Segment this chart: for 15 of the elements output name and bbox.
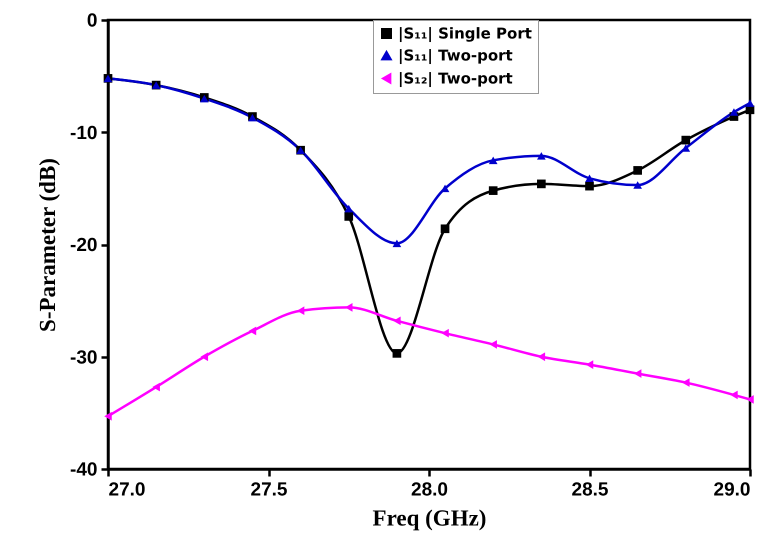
x-tick-label: 29.0 xyxy=(714,480,750,500)
x-tick-label: 28.0 xyxy=(411,480,448,500)
y-tick-label: -10 xyxy=(70,122,98,144)
x-tick-label: 27.0 xyxy=(108,480,146,500)
y-tick-label: -40 xyxy=(70,460,98,480)
legend-label: |S₁₂| Two-port xyxy=(398,70,513,88)
y-tick-label: -30 xyxy=(70,347,98,368)
x-tick-label: 27.5 xyxy=(250,480,288,500)
legend-label: |S₁₁| Single Port xyxy=(398,24,532,42)
y-axis-title: S-Parameter (dB) xyxy=(35,158,60,332)
x-axis-title: Freq (GHz) xyxy=(372,506,486,530)
y-tick-label: 0 xyxy=(86,10,98,32)
legend-label: |S₁₁| Two-port xyxy=(398,46,513,64)
x-tick-label: 28.5 xyxy=(572,480,609,500)
y-tick-label: -20 xyxy=(70,235,98,256)
